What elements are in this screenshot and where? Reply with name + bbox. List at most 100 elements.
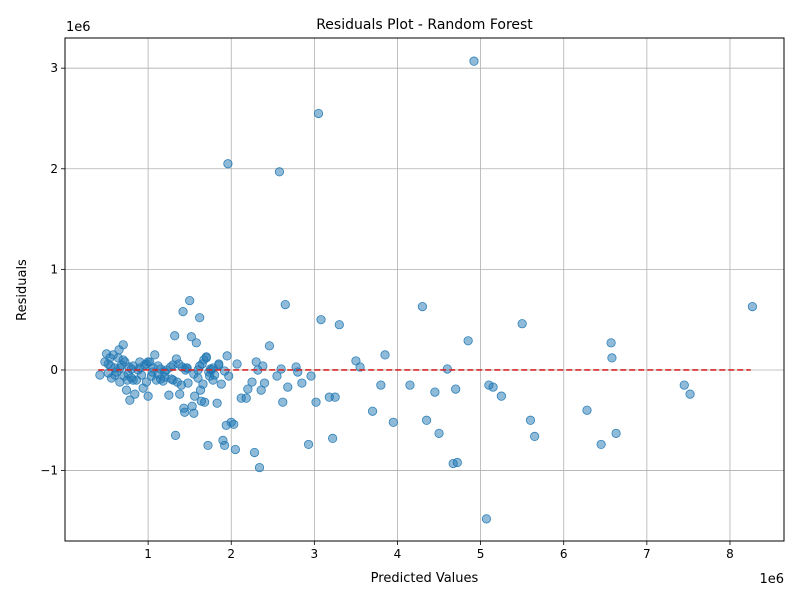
data-point: [143, 357, 153, 367]
data-point: [178, 307, 188, 317]
y-tick-label: 1: [50, 262, 58, 276]
data-point: [254, 462, 265, 473]
data-point: [219, 366, 230, 376]
data-point: [530, 431, 540, 441]
data-point: [168, 375, 178, 385]
data-point: [258, 361, 268, 371]
x-tick-label: 3: [311, 547, 319, 561]
data-point: [185, 295, 195, 306]
x-tick-label: 6: [560, 547, 568, 561]
data-point: [272, 371, 282, 381]
data-point: [155, 374, 166, 384]
data-point: [606, 338, 616, 348]
y-tick-label: 3: [50, 61, 58, 75]
data-point: [195, 361, 205, 371]
data-point: [517, 319, 527, 329]
data-point: [607, 353, 617, 363]
data-point: [175, 389, 185, 399]
data-point: [198, 379, 208, 389]
y-tick-label: −1: [40, 464, 58, 478]
data-point: [334, 320, 344, 330]
data-point: [180, 407, 190, 417]
data-point: [451, 384, 461, 394]
data-point: [328, 433, 338, 443]
data-point: [496, 391, 506, 401]
data-point: [330, 392, 340, 402]
data-point: [313, 108, 324, 119]
data-point: [164, 390, 174, 400]
data-point: [376, 380, 386, 390]
data-point: [243, 384, 253, 394]
data-point: [110, 370, 120, 380]
data-point: [264, 341, 275, 351]
data-point: [434, 428, 444, 438]
data-point: [170, 331, 180, 341]
data-point: [153, 361, 163, 371]
data-point: [229, 419, 239, 429]
data-point: [128, 375, 138, 385]
data-point: [367, 406, 378, 416]
data-point: [150, 350, 160, 360]
data-point: [193, 373, 203, 383]
x-tick-label: 7: [643, 547, 651, 561]
data-point: [201, 352, 211, 362]
data-point: [186, 332, 196, 342]
data-point: [170, 430, 181, 440]
y-tick-label: 2: [50, 162, 58, 176]
data-point: [582, 405, 592, 415]
data-point: [316, 315, 326, 325]
data-point: [214, 359, 224, 369]
y-axis-label: Residuals: [15, 259, 30, 321]
data-point: [278, 397, 288, 407]
data-point: [143, 391, 153, 401]
data-point: [276, 364, 286, 374]
x-tick-label: 1: [144, 547, 152, 561]
data-point: [283, 382, 293, 392]
data-point: [118, 340, 128, 350]
x-tick-label: 8: [726, 547, 734, 561]
data-point: [452, 457, 462, 468]
data-point: [247, 377, 257, 387]
data-point: [115, 363, 125, 373]
data-point: [171, 354, 181, 364]
data-point: [611, 428, 621, 438]
data-point: [205, 364, 216, 374]
data-point: [125, 395, 135, 405]
data-point: [388, 417, 398, 427]
data-point: [126, 364, 137, 374]
data-point: [222, 351, 232, 361]
data-point: [118, 355, 128, 365]
data-point: [421, 415, 432, 425]
plot-frame: [64, 37, 785, 542]
data-point: [463, 336, 473, 346]
data-point: [442, 364, 452, 374]
x-tick-label: 2: [227, 547, 235, 561]
data-point: [190, 391, 200, 401]
data-point: [311, 397, 321, 407]
data-point: [297, 378, 307, 388]
data-point: [191, 338, 201, 348]
data-point: [280, 299, 290, 310]
data-point: [488, 382, 498, 392]
data-point: [293, 367, 303, 377]
data-point: [481, 514, 492, 524]
data-point: [430, 387, 440, 397]
data-point: [380, 350, 390, 360]
y-tick-label: 0: [50, 363, 58, 377]
data-point: [230, 444, 240, 455]
data-point: [200, 397, 210, 407]
data-point: [525, 415, 536, 425]
axis-ticks: 1 2 3 4 5 6 7 8 −1 0 1 2 3: [40, 61, 733, 561]
data-point: [183, 378, 193, 388]
data-point: [130, 389, 140, 399]
x-tick-label: 5: [477, 547, 485, 561]
data-point: [195, 313, 205, 323]
x-axis-label: Predicted Values: [371, 571, 479, 586]
data-point: [165, 362, 176, 372]
x-tick-label: 4: [394, 547, 402, 561]
data-point: [306, 371, 316, 381]
data-point: [303, 439, 314, 450]
data-point: [103, 359, 113, 369]
scatter-points: [95, 56, 758, 524]
